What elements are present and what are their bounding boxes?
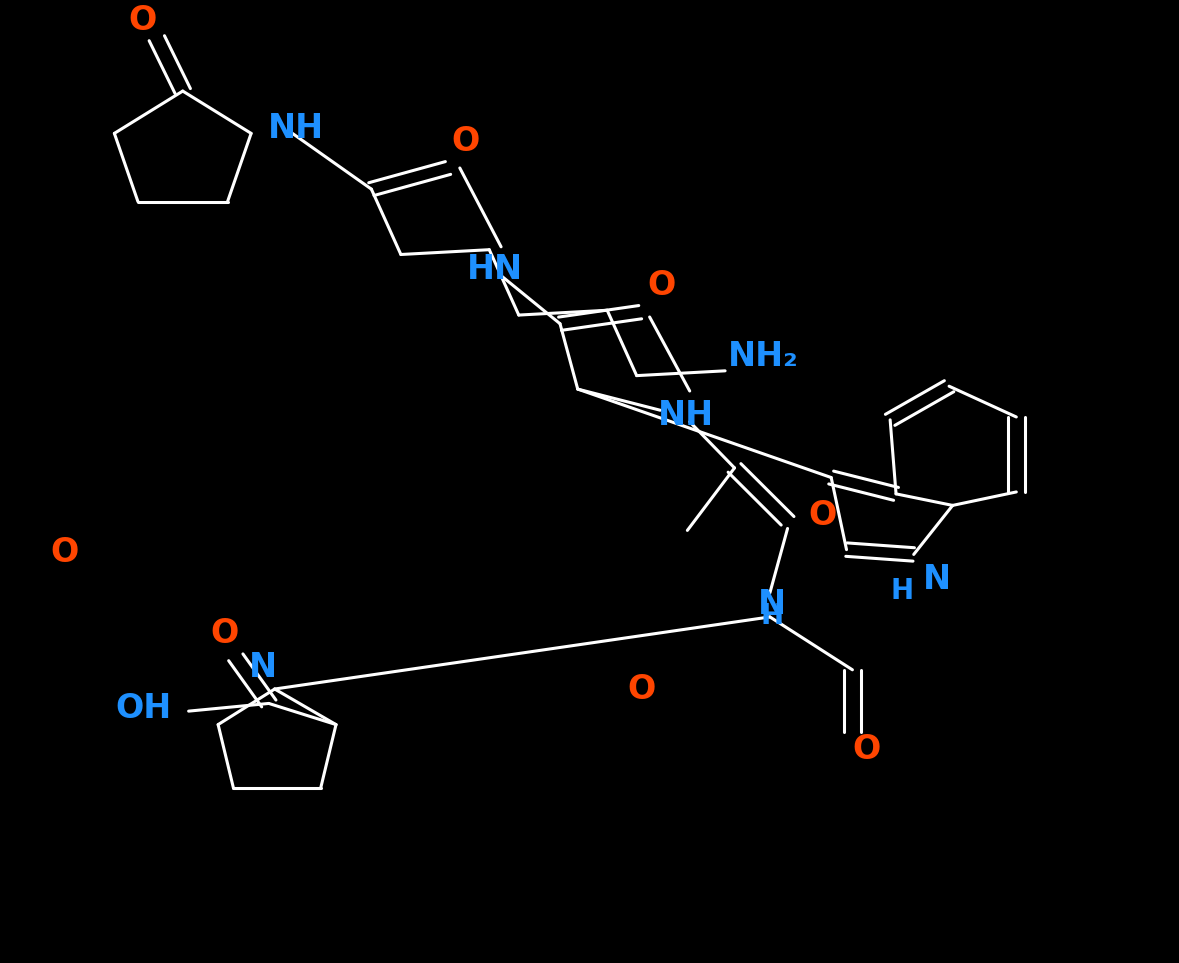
Text: NH: NH: [658, 399, 714, 431]
Text: O: O: [210, 616, 238, 650]
Text: O: O: [647, 269, 676, 301]
Text: OH: OH: [116, 691, 172, 725]
Text: H: H: [890, 577, 914, 605]
Text: N: N: [923, 563, 951, 596]
Text: HN: HN: [467, 253, 523, 286]
Text: NH: NH: [268, 112, 324, 145]
Text: NH₂: NH₂: [727, 340, 798, 373]
Text: N: N: [249, 651, 277, 685]
Text: O: O: [51, 536, 79, 569]
Text: O: O: [627, 672, 656, 706]
Text: O: O: [129, 5, 157, 38]
Text: O: O: [452, 124, 480, 158]
Text: O: O: [852, 733, 881, 767]
Text: N: N: [758, 588, 786, 621]
Text: O: O: [809, 500, 837, 533]
Text: H: H: [760, 602, 784, 630]
